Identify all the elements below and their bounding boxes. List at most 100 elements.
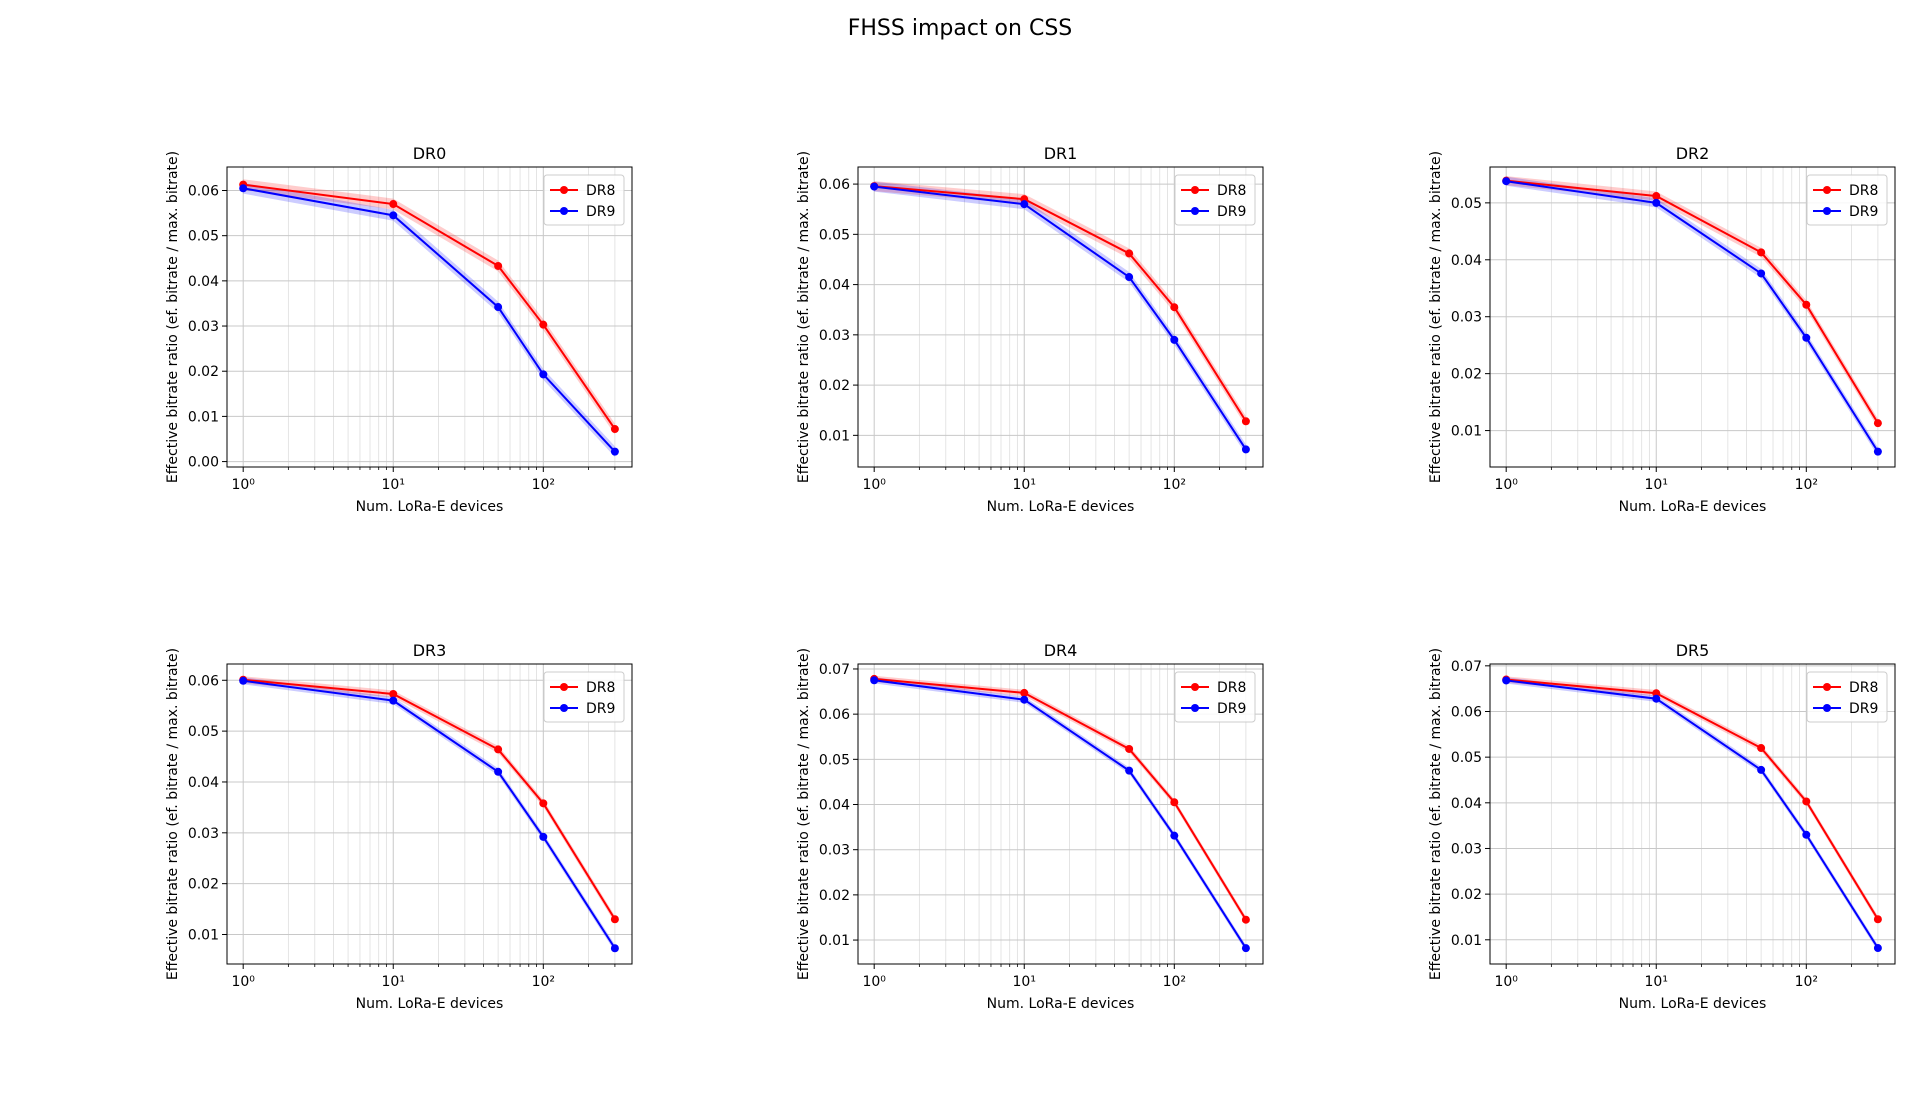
data-point-dr9 bbox=[870, 182, 879, 191]
x-tick-label: 10¹ bbox=[1013, 974, 1036, 990]
x-tick-label: 10² bbox=[1795, 477, 1818, 493]
data-point-dr9 bbox=[1170, 831, 1179, 840]
data-point-dr9 bbox=[539, 832, 548, 841]
axes-frame bbox=[857, 166, 1264, 468]
y-tick-label: 0.07 bbox=[819, 662, 850, 678]
subplot-title: DR0 bbox=[413, 144, 447, 163]
y-tick-label: 0.01 bbox=[1451, 933, 1482, 949]
data-point-dr8 bbox=[494, 261, 503, 270]
y-tick-label: 0.01 bbox=[188, 409, 219, 425]
y-tick-label: 0.03 bbox=[188, 319, 219, 335]
data-point-dr9 bbox=[1020, 695, 1029, 704]
x-tick-label: 10⁰ bbox=[862, 477, 886, 493]
y-tick-label: 0.02 bbox=[188, 364, 219, 380]
legend-label-dr8: DR8 bbox=[1849, 183, 1878, 199]
legend-label-dr8: DR8 bbox=[586, 183, 615, 199]
y-tick-label: 0.01 bbox=[819, 933, 850, 949]
data-point-dr8 bbox=[610, 915, 619, 924]
x-axis-label: Num. LoRa-E devices bbox=[356, 996, 504, 1012]
data-point-dr9 bbox=[389, 211, 398, 220]
legend-label-dr8: DR8 bbox=[1217, 680, 1246, 696]
data-point-dr8 bbox=[1170, 303, 1179, 312]
x-tick-label: 10¹ bbox=[1013, 477, 1036, 493]
legend-marker-dr8 bbox=[560, 683, 568, 691]
subplot-title: DR3 bbox=[413, 641, 447, 660]
data-point-dr9 bbox=[1757, 269, 1766, 278]
y-axis-label: Effective bitrate ratio (ef. bitrate / m… bbox=[796, 648, 812, 980]
data-point-dr8 bbox=[1873, 419, 1882, 428]
data-point-dr8 bbox=[1241, 915, 1250, 924]
x-tick-label: 10⁰ bbox=[1494, 974, 1518, 990]
y-tick-label: 0.06 bbox=[819, 177, 850, 193]
data-point-dr9 bbox=[1873, 447, 1882, 456]
data-point-dr8 bbox=[389, 690, 398, 698]
y-tick-label: 0.03 bbox=[819, 328, 850, 344]
data-point-dr9 bbox=[610, 447, 619, 456]
data-point-dr8 bbox=[1802, 797, 1811, 806]
legend-label-dr9: DR9 bbox=[1849, 701, 1878, 717]
y-tick-label: 0.05 bbox=[1451, 196, 1482, 212]
legend-label-dr9: DR9 bbox=[586, 701, 615, 717]
subplot-dr5: 10⁰ 10¹ 10² 0.01 0.02 0.03 0.04 0.05 0.06 0.07 DR5… bbox=[1428, 641, 1896, 1012]
legend-label-dr9: DR9 bbox=[1217, 204, 1246, 220]
subplot-title: DR1 bbox=[1044, 144, 1078, 163]
data-point-dr9 bbox=[1873, 944, 1882, 953]
data-point-dr9 bbox=[1502, 676, 1511, 685]
y-tick-label: 0.05 bbox=[188, 724, 219, 740]
y-tick-label: 0.02 bbox=[188, 877, 219, 893]
data-point-dr8 bbox=[1757, 744, 1766, 753]
data-point-dr9 bbox=[1802, 333, 1811, 342]
x-tick-label: 10¹ bbox=[1645, 477, 1668, 493]
legend-marker-dr8 bbox=[1191, 186, 1199, 194]
data-point-dr8 bbox=[1125, 744, 1134, 753]
y-tick-label: 0.06 bbox=[188, 183, 219, 199]
y-axis-label: Effective bitrate ratio (ef. bitrate / m… bbox=[796, 151, 812, 483]
data-point-dr9 bbox=[1802, 830, 1811, 839]
y-tick-label: 0.05 bbox=[819, 752, 850, 768]
y-tick-label: 0.02 bbox=[1451, 367, 1482, 383]
legend-marker-dr8 bbox=[1823, 683, 1831, 691]
legend-marker-dr9 bbox=[560, 207, 568, 215]
subplot-dr4: 10⁰ 10¹ 10² 0.01 0.02 0.03 0.04 0.05 0.06 0.07 DR4… bbox=[796, 641, 1264, 1012]
y-tick-label: 0.04 bbox=[188, 274, 219, 290]
x-tick-label: 10¹ bbox=[1645, 974, 1668, 990]
y-tick-label: 0.04 bbox=[1451, 253, 1482, 269]
y-tick-label: 0.03 bbox=[1451, 841, 1482, 857]
y-tick-label: 0.03 bbox=[1451, 310, 1482, 326]
data-point-dr8 bbox=[1241, 417, 1250, 426]
y-tick-label: 0.03 bbox=[819, 843, 850, 859]
data-point-dr9 bbox=[1170, 335, 1179, 344]
subplot-title: DR4 bbox=[1044, 641, 1078, 660]
data-point-dr9 bbox=[1652, 198, 1661, 207]
x-axis-label: Num. LoRa-E devices bbox=[1619, 996, 1767, 1012]
x-tick-label: 10² bbox=[1795, 974, 1818, 990]
legend-marker-dr9 bbox=[560, 704, 568, 712]
x-axis-label: Num. LoRa-E devices bbox=[356, 499, 504, 515]
data-point-dr8 bbox=[1652, 192, 1661, 201]
y-tick-label: 0.03 bbox=[188, 826, 219, 842]
data-point-dr9 bbox=[1125, 766, 1134, 775]
data-point-dr9 bbox=[1757, 765, 1766, 774]
data-point-dr9 bbox=[870, 676, 879, 685]
y-tick-label: 0.07 bbox=[1451, 659, 1482, 675]
subplot-dr1: 10⁰ 10¹ 10² 0.01 0.02 0.03 0.04 0.05 0.06 DR1 Num.… bbox=[796, 144, 1264, 515]
data-point-dr9 bbox=[1502, 177, 1511, 186]
data-point-dr8 bbox=[1125, 249, 1134, 258]
x-tick-label: 10² bbox=[532, 477, 555, 493]
y-tick-label: 0.06 bbox=[188, 673, 219, 689]
legend-marker-dr9 bbox=[1191, 207, 1199, 215]
x-tick-label: 10¹ bbox=[382, 974, 405, 990]
y-tick-label: 0.05 bbox=[819, 227, 850, 243]
legend-label-dr8: DR8 bbox=[1217, 183, 1246, 199]
data-point-dr9 bbox=[1241, 944, 1250, 953]
subplot-title: DR5 bbox=[1676, 641, 1710, 660]
y-tick-label: 0.04 bbox=[1451, 796, 1482, 812]
data-point-dr9 bbox=[610, 944, 619, 953]
legend-label-dr8: DR8 bbox=[1849, 680, 1878, 696]
x-tick-label: 10⁰ bbox=[231, 974, 255, 990]
